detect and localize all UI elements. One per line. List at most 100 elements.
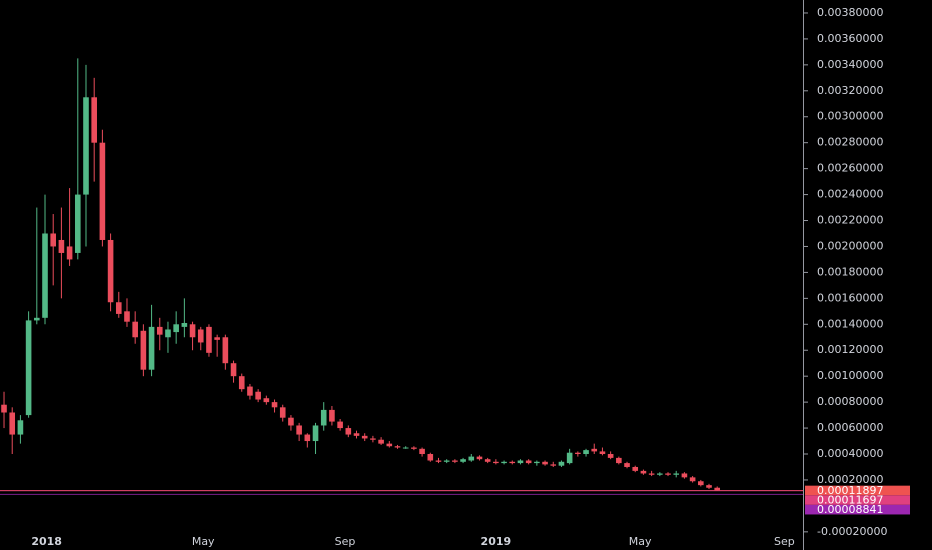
candle-body xyxy=(50,233,57,247)
candle-body xyxy=(165,329,171,338)
candle-body xyxy=(34,317,40,321)
candle-body xyxy=(591,448,598,452)
candle-body xyxy=(1,404,7,413)
candle-body xyxy=(616,457,622,464)
candle-body xyxy=(181,322,188,327)
candle-body xyxy=(583,450,589,455)
y-tick-label: 0.00260000 xyxy=(817,162,883,175)
candle-body xyxy=(566,452,573,464)
price-label: 0.00011697 xyxy=(817,494,883,507)
candle-body xyxy=(9,412,16,435)
candle-body xyxy=(197,329,204,343)
y-tick-label: 0.00320000 xyxy=(817,84,883,97)
candle-body xyxy=(66,246,73,260)
candle-body xyxy=(493,461,499,464)
candle-body xyxy=(361,435,368,439)
candle-body xyxy=(402,447,409,449)
price-label-box xyxy=(805,495,910,505)
candle-body xyxy=(509,461,516,464)
candle-body xyxy=(296,425,302,435)
candle-body xyxy=(353,433,360,436)
candle-body xyxy=(255,391,261,400)
candle-body xyxy=(558,461,565,466)
candle-body xyxy=(304,434,311,442)
candle-body xyxy=(222,337,229,364)
y-tick-label: 0.00120000 xyxy=(817,343,883,356)
candle-body xyxy=(173,324,179,333)
candle-body xyxy=(345,428,352,435)
y-tick-label: 0.00080000 xyxy=(817,395,883,408)
x-tick-label: 2018 xyxy=(31,535,62,548)
candle-body xyxy=(99,142,106,240)
candle-body xyxy=(230,363,237,377)
candle-body xyxy=(312,425,319,442)
candle-body xyxy=(714,487,721,491)
candle-body xyxy=(517,460,524,464)
price-label: 0.00011897 xyxy=(817,484,883,497)
y-tick-label: -0.00020000 xyxy=(817,525,887,538)
candle-body xyxy=(279,407,286,418)
candle-body xyxy=(657,473,663,475)
y-tick-label: 0.00220000 xyxy=(817,214,883,227)
candle-body xyxy=(25,320,32,416)
y-tick-label: 0.00060000 xyxy=(817,421,883,434)
y-tick-label: 0.00140000 xyxy=(817,317,883,330)
candle-body xyxy=(206,326,212,353)
candle-body xyxy=(124,311,130,322)
candle-body xyxy=(148,326,155,370)
candle-body xyxy=(271,402,278,408)
y-tick-label: 0.00380000 xyxy=(817,6,883,19)
y-tick-label: 0.00240000 xyxy=(817,188,883,201)
y-tick-label: 0.00360000 xyxy=(817,32,883,45)
candle-body xyxy=(238,376,245,390)
candle-body xyxy=(189,324,196,338)
candle-body xyxy=(247,386,253,396)
candle-body xyxy=(468,456,475,461)
candle-body xyxy=(443,460,450,462)
candle-body xyxy=(140,330,147,370)
candle-body xyxy=(550,464,557,466)
candle-body xyxy=(91,97,97,143)
candle-body xyxy=(542,461,548,465)
y-tick-label: 0.00280000 xyxy=(817,136,883,149)
x-tick-label: May xyxy=(192,535,215,548)
x-tick-label: May xyxy=(629,535,652,548)
candle-body xyxy=(673,473,680,475)
price-label: 0.00008841 xyxy=(817,503,883,516)
candle-body xyxy=(394,446,401,448)
candle-body xyxy=(156,326,163,335)
candle-body xyxy=(460,459,466,462)
candle-body xyxy=(427,454,434,461)
x-tick-label: 2019 xyxy=(481,535,512,548)
candle-body xyxy=(575,452,581,455)
candle-body xyxy=(329,409,335,422)
price-label-box xyxy=(805,504,910,515)
candle-body xyxy=(640,470,647,474)
candle-body xyxy=(624,463,630,467)
candle-body xyxy=(42,233,48,318)
candle-body xyxy=(435,460,442,462)
candle-body xyxy=(386,443,393,447)
candle-body xyxy=(452,460,458,462)
candle-body xyxy=(288,417,294,426)
candle-body xyxy=(370,438,376,440)
candle-body xyxy=(83,97,89,195)
candle-body xyxy=(525,460,532,464)
candle-body xyxy=(107,239,114,303)
candle-body xyxy=(484,459,491,462)
candle-body xyxy=(411,447,417,449)
candle-body xyxy=(698,481,704,486)
candle-body xyxy=(665,473,671,475)
candle-body xyxy=(476,456,483,460)
x-tick-label: Sep xyxy=(335,535,356,548)
candle-body xyxy=(501,461,507,464)
candle-body xyxy=(263,398,270,403)
y-tick-label: 0.00160000 xyxy=(817,291,883,304)
candle-body xyxy=(706,485,712,488)
candle-body xyxy=(115,302,122,314)
candle-body xyxy=(74,194,81,253)
y-tick-label: 0.00020000 xyxy=(817,473,883,486)
